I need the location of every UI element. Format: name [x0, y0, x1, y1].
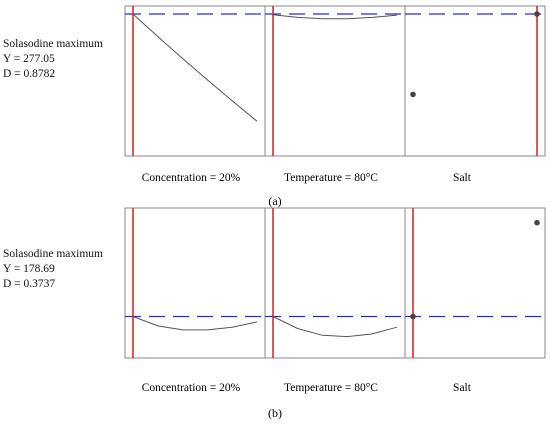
panel-b-frame: [124, 207, 546, 359]
panel-b-temperature-response-curve: [272, 316, 398, 338]
panel-b-y-value: Y = 178.69: [3, 263, 55, 275]
panel-b-salt-point-0: [410, 313, 416, 320]
panel-b-marks: [125, 208, 545, 358]
panel-a-marks: [125, 6, 545, 156]
panel-a-frame: [124, 5, 546, 157]
panel-a-salt-point-0: [410, 91, 416, 98]
panel-b: Concentration = 20% Temperature = 80°C S…: [124, 207, 546, 420]
panel-a-xlabel-concentration: Concentration = 20%: [142, 172, 241, 184]
panel-a-caption: (a): [268, 194, 281, 208]
panel-a-response-label: Solasodine maximum: [3, 38, 103, 50]
panel-b-salt-point-1: [534, 219, 540, 226]
panel-b-response-label: Solasodine maximum: [3, 248, 103, 260]
panel-b-d-value: D = 0.3737: [3, 278, 56, 290]
panel-a-xlabel-salt: Salt: [453, 172, 472, 184]
panel-a-y-value: Y = 277.05: [3, 53, 55, 65]
panel-b-caption: (b): [268, 406, 282, 420]
panel-b-xlabel-concentration: Concentration = 20%: [142, 382, 241, 394]
panel-a-salt-point-1: [534, 11, 540, 17]
panel-b-summary: Solasodine maximum Y = 178.69 D = 0.3737: [3, 247, 103, 292]
panel-a: Concentration = 20% Temperature = 80°C S…: [124, 5, 546, 208]
panel-a-xlabel-temperature: Temperature = 80°C: [284, 172, 378, 184]
panel-a-temperature-response-curve: [272, 14, 398, 20]
panel-b-xlabel-temperature: Temperature = 80°C: [284, 382, 378, 394]
panel-a-summary: Solasodine maximum Y = 277.05 D = 0.8782: [3, 37, 103, 82]
panel-a-concentration-response-curve: [132, 13, 258, 122]
panel-a-d-value: D = 0.8782: [3, 68, 56, 80]
panel-b-xlabel-salt: Salt: [453, 382, 472, 394]
panel-b-concentration-response-curve: [132, 316, 258, 331]
